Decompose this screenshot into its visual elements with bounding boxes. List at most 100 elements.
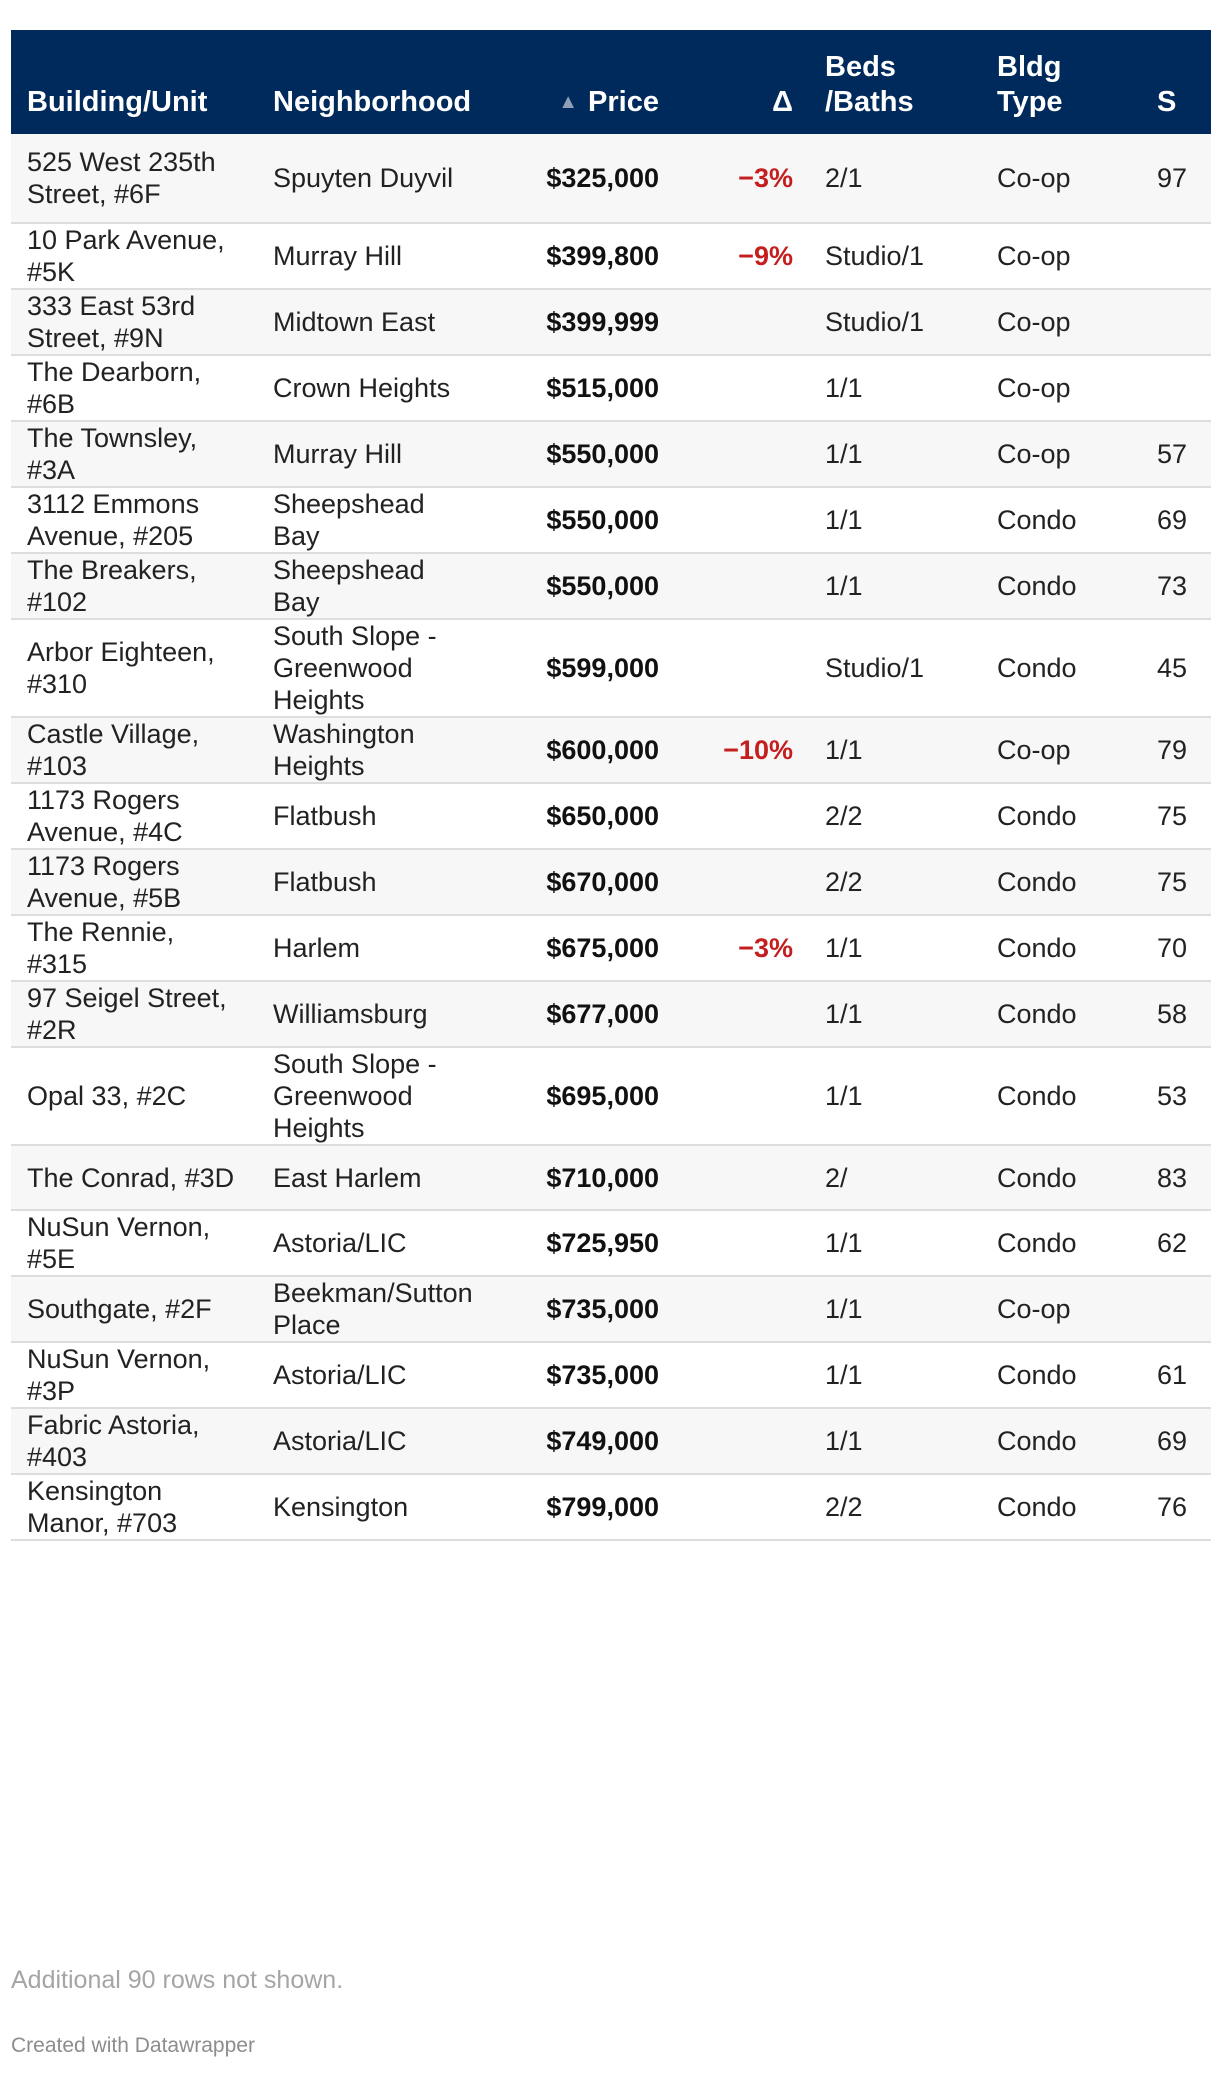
cell-neighborhood: Flatbush (257, 783, 475, 850)
cell-building-type: Condo (981, 783, 1141, 850)
cell-building: Castle Village, #103 (11, 717, 257, 784)
cell-neighborhood: Murray Hill (257, 421, 475, 488)
cell-price: $550,000 (475, 553, 675, 620)
cell-building-type: Condo (981, 1145, 1141, 1211)
cell-building: 1173 Rogers Avenue, #5B (11, 849, 257, 916)
table-row: Kensington Manor, #703 Kensington $799,000… (11, 1474, 1211, 1541)
datawrapper-credit[interactable]: Created with Datawrapper (11, 2034, 255, 2057)
header-beds-baths[interactable]: Beds/Baths (809, 30, 981, 134)
cell-delta (675, 783, 809, 850)
table-row: 1173 Rogers Avenue, #5B Flatbush $670,000 2… (11, 849, 1211, 916)
cell-price: $399,999 (475, 289, 675, 356)
table-row: 3112 Emmons Avenue, #205 Sheepshead Bay $5… (11, 487, 1211, 554)
cell-price: $325,000 (475, 134, 675, 224)
cell-sqft (1141, 223, 1211, 290)
cell-neighborhood: Washington Heights (257, 717, 475, 784)
cell-price: $675,000 (475, 915, 675, 982)
table-row: 333 East 53rd Street, #9N Midtown East $39… (11, 289, 1211, 356)
cell-price: $710,000 (475, 1145, 675, 1211)
cell-building: NuSun Vernon, #5E (11, 1210, 257, 1277)
cell-beds-baths: 1/1 (809, 355, 981, 422)
header-sqft[interactable]: S (1141, 30, 1211, 134)
cell-price: $399,800 (475, 223, 675, 290)
cell-price: $735,000 (475, 1276, 675, 1343)
cell-beds-baths: 1/1 (809, 717, 981, 784)
cell-building: Fabric Astoria, #403 (11, 1408, 257, 1475)
cell-neighborhood: Spuyten Duyvil (257, 134, 475, 224)
cell-neighborhood: East Harlem (257, 1145, 475, 1211)
cell-building-type: Co-op (981, 421, 1141, 488)
cell-price: $749,000 (475, 1408, 675, 1475)
triangle-up-icon: ▲ (558, 91, 579, 113)
cell-sqft: 45 (1141, 619, 1211, 718)
cell-building: 10 Park Avenue, #5K (11, 223, 257, 290)
cell-building-type: Co-op (981, 223, 1141, 290)
cell-sqft (1141, 1276, 1211, 1343)
table-row: Fabric Astoria, #403 Astoria/LIC $749,000 1… (11, 1408, 1211, 1475)
cell-building-type: Condo (981, 1047, 1141, 1146)
cell-sqft: 53 (1141, 1047, 1211, 1146)
cell-beds-baths: 1/1 (809, 487, 981, 554)
header-neighborhood-label: Neighborhood (273, 86, 472, 118)
cell-beds-baths: Studio/1 (809, 223, 981, 290)
header-price-label: Price (588, 86, 659, 118)
header-type-line2: Type (997, 86, 1063, 118)
cell-building-type: Condo (981, 1342, 1141, 1409)
cell-sqft (1141, 355, 1211, 422)
table-row: Southgate, #2F Beekman/Sutton Place $735,0… (11, 1276, 1211, 1343)
cell-neighborhood: Kensington (257, 1474, 475, 1541)
cell-building-type: Condo (981, 915, 1141, 982)
cell-building-type: Co-op (981, 717, 1141, 784)
cell-sqft: 62 (1141, 1210, 1211, 1277)
cell-delta (675, 355, 809, 422)
cell-building-type: Condo (981, 553, 1141, 620)
cell-building: 333 East 53rd Street, #9N (11, 289, 257, 356)
cell-sqft: 69 (1141, 487, 1211, 554)
table-header: Building/Unit Neighborhood ▲ Price Δ Beds… (11, 30, 1211, 134)
cell-building: The Rennie, #315 (11, 915, 257, 982)
cell-neighborhood: Astoria/LIC (257, 1342, 475, 1409)
cell-building-type: Condo (981, 981, 1141, 1048)
cell-beds-baths: Studio/1 (809, 619, 981, 718)
header-neighborhood[interactable]: Neighborhood (257, 30, 475, 134)
cell-beds-baths: 1/1 (809, 421, 981, 488)
cell-beds-baths: 1/1 (809, 553, 981, 620)
cell-price: $599,000 (475, 619, 675, 718)
cell-delta: −3% (675, 134, 809, 224)
table-viewport[interactable]: Building/Unit Neighborhood ▲ Price Δ Beds… (11, 30, 1211, 1541)
header-delta-label: Δ (772, 86, 793, 118)
header-delta[interactable]: Δ (675, 30, 809, 134)
table-body: 525 West 235th Street, #6F Spuyten Duyvil… (11, 134, 1211, 1541)
cell-delta (675, 1342, 809, 1409)
header-building-type[interactable]: Bldg Type (981, 30, 1141, 134)
table-row: NuSun Vernon, #5E Astoria/LIC $725,950 1/1 C… (11, 1210, 1211, 1277)
cell-sqft: 79 (1141, 717, 1211, 784)
cell-price: $515,000 (475, 355, 675, 422)
cell-delta: −10% (675, 717, 809, 784)
cell-building: The Dearborn, #6B (11, 355, 257, 422)
cell-neighborhood: Crown Heights (257, 355, 475, 422)
cell-building-type: Condo (981, 487, 1141, 554)
cell-sqft: 58 (1141, 981, 1211, 1048)
cell-delta (675, 1408, 809, 1475)
cell-price: $650,000 (475, 783, 675, 850)
header-price[interactable]: ▲ Price (475, 30, 675, 134)
cell-sqft: 61 (1141, 1342, 1211, 1409)
cell-neighborhood: Astoria/LIC (257, 1408, 475, 1475)
table-row: The Dearborn, #6B Crown Heights $515,000 1/… (11, 355, 1211, 422)
table-container: Building/Unit Neighborhood ▲ Price Δ Beds… (11, 30, 1211, 1541)
cell-building: The Townsley, #3A (11, 421, 257, 488)
cell-delta (675, 1047, 809, 1146)
cell-price: $550,000 (475, 487, 675, 554)
table-row: 525 West 235th Street, #6F Spuyten Duyvil… (11, 134, 1211, 224)
cell-building-type: Condo (981, 1210, 1141, 1277)
header-row: Building/Unit Neighborhood ▲ Price Δ Beds… (11, 30, 1211, 134)
cell-delta (675, 1276, 809, 1343)
table-row: 1173 Rogers Avenue, #4C Flatbush $650,000 2… (11, 783, 1211, 850)
listings-table: Building/Unit Neighborhood ▲ Price Δ Beds… (11, 30, 1211, 1541)
cell-building: The Breakers, #102 (11, 553, 257, 620)
table-row: 10 Park Avenue, #5K Murray Hill $399,800 −9… (11, 223, 1211, 290)
header-building[interactable]: Building/Unit (11, 30, 257, 134)
cell-neighborhood: Harlem (257, 915, 475, 982)
cell-beds-baths: 1/1 (809, 915, 981, 982)
